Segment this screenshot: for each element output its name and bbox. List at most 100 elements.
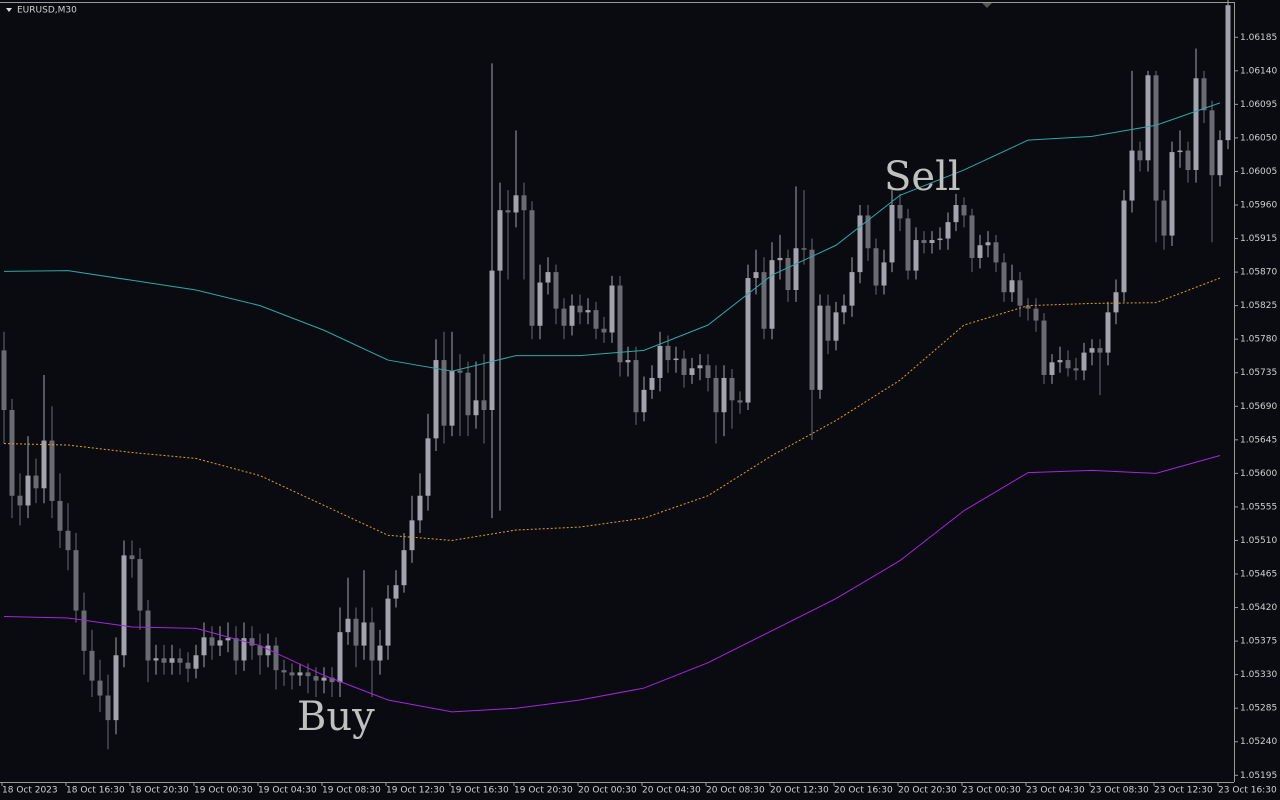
candle-body: [281, 670, 287, 673]
candle-body: [673, 358, 679, 361]
candle-body: [697, 365, 703, 369]
y-tick-label: 1.05420: [1240, 603, 1277, 613]
candle-body: [777, 257, 783, 261]
candle-body: [33, 475, 39, 489]
candle-body: [937, 238, 943, 241]
candle-body: [545, 272, 551, 283]
candle-body: [721, 377, 727, 413]
candle-body: [657, 345, 663, 378]
candle-body: [1089, 348, 1095, 353]
y-tick-label: 1.06050: [1240, 133, 1277, 143]
candle-body: [1153, 75, 1159, 201]
candle-body: [129, 555, 135, 560]
symbol-menu-arrow[interactable]: [6, 8, 12, 12]
candle-body: [985, 242, 991, 246]
candle-body: [457, 370, 463, 373]
x-tick-label: 18 Oct 16:30: [66, 786, 125, 796]
candle-body: [1201, 78, 1207, 111]
candle-body: [233, 638, 239, 661]
symbol-label: EURUSD,M30: [17, 6, 77, 16]
x-tick-label: 20 Oct 08:30: [706, 786, 765, 796]
candle-body: [489, 270, 495, 411]
shift-marker: [982, 3, 992, 8]
candle-body: [1137, 150, 1143, 161]
candle-body: [873, 248, 879, 286]
candle-body: [97, 680, 103, 696]
candle-body: [753, 272, 759, 279]
candle-body: [353, 618, 359, 646]
candle-body: [297, 672, 303, 676]
candle-body: [737, 400, 743, 403]
x-tick-label: 19 Oct 00:30: [194, 786, 253, 796]
candle-body: [225, 638, 231, 641]
candle-body: [313, 676, 319, 681]
candle-body: [1185, 150, 1191, 170]
candle-body: [1, 350, 7, 411]
candle-body: [729, 377, 735, 401]
candle-body: [745, 278, 751, 403]
candle-body: [329, 677, 335, 683]
candle-body: [473, 400, 479, 416]
candle-body: [265, 645, 271, 656]
candle-body: [385, 598, 391, 646]
candle-body: [905, 218, 911, 271]
y-tick-label: 1.05330: [1240, 670, 1277, 680]
candle-body: [801, 248, 807, 250]
candle-body: [529, 210, 535, 326]
candle-body: [865, 215, 871, 249]
x-tick-label: 19 Oct 04:30: [258, 786, 317, 796]
candle-body: [1041, 320, 1047, 375]
candle-body: [1145, 75, 1151, 161]
candle-body: [665, 345, 671, 361]
candle-body: [993, 242, 999, 263]
candle-body: [841, 305, 847, 313]
candle-body: [1161, 200, 1167, 236]
candle-body: [1073, 368, 1079, 371]
candle-body: [881, 262, 887, 286]
candle-body: [321, 677, 327, 681]
candle-body: [1081, 352, 1087, 371]
x-tick-label: 19 Oct 08:30: [322, 786, 381, 796]
candle-body: [1121, 200, 1127, 293]
candle-body: [793, 248, 799, 290]
candle-body: [113, 655, 119, 721]
candle-body: [1225, 5, 1231, 141]
y-tick-label: 1.05510: [1240, 536, 1277, 546]
y-tick-label: 1.05240: [1240, 737, 1277, 747]
candle-body: [825, 305, 831, 341]
y-tick-label: 1.05915: [1240, 234, 1277, 244]
candle-body: [449, 370, 455, 426]
candle-body: [217, 640, 223, 646]
candle-body: [921, 240, 927, 244]
candle-body: [9, 410, 15, 496]
candle-body: [1001, 262, 1007, 293]
candle-body: [377, 645, 383, 661]
candle-body: [257, 645, 263, 656]
candle-body: [273, 645, 279, 671]
candle-body: [1033, 308, 1039, 321]
candle-body: [897, 205, 903, 219]
candle-body: [49, 440, 55, 501]
y-tick-label: 1.05195: [1240, 771, 1277, 781]
candle-body: [857, 215, 863, 273]
x-tick-label: 20 Oct 04:30: [642, 786, 701, 796]
candle-body: [433, 360, 439, 439]
candle-body: [241, 638, 247, 661]
candle-body: [193, 655, 199, 669]
y-tick-label: 1.05375: [1240, 637, 1277, 647]
candle-body: [617, 285, 623, 363]
candle-body: [1049, 362, 1055, 375]
candle-body: [961, 205, 967, 216]
candle-body: [913, 240, 919, 271]
band-line: [3, 455, 1221, 713]
candle-body: [17, 495, 23, 506]
candle-body: [361, 622, 367, 646]
candle-body: [401, 550, 407, 586]
candle-body: [41, 440, 47, 489]
y-tick-label: 1.05780: [1240, 335, 1277, 345]
candle-body: [105, 695, 111, 721]
candle-body: [345, 618, 351, 633]
candle-body: [817, 305, 823, 390]
